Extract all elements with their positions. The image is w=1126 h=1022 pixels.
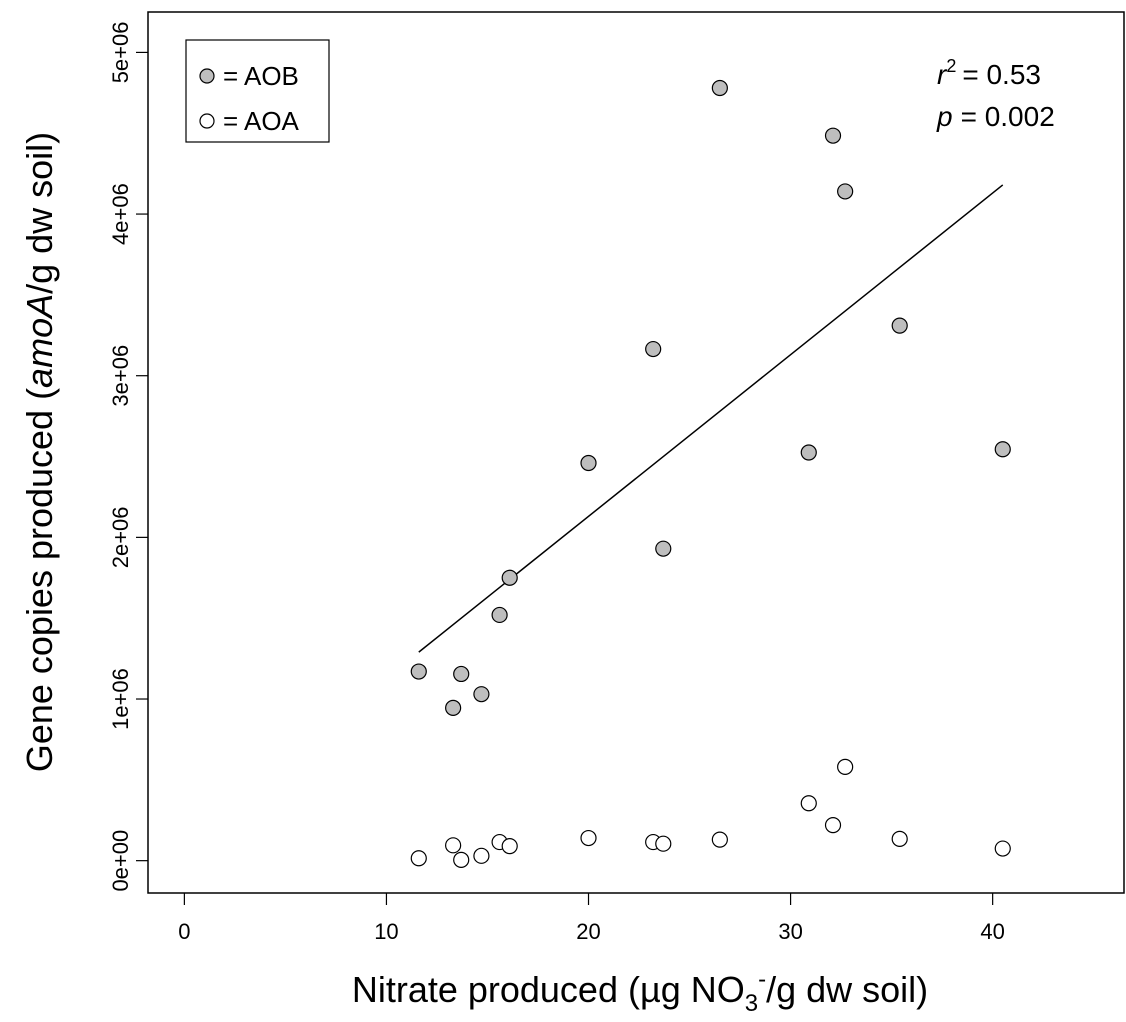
r-value: = 0.53 [962, 59, 1041, 90]
x-tick-label-2: 20 [576, 919, 600, 944]
aob-point-8 [655, 540, 672, 557]
aob-point-4 [491, 606, 508, 624]
aoa-point-6 [580, 829, 597, 847]
x-axis-title-suffix: /g dw soil) [766, 969, 928, 1010]
x-axis-title-sub: 3 [745, 990, 758, 1017]
x-axis: 0 10 20 30 40 [178, 893, 1005, 944]
y-axis-title-prefix: Gene copies produced ( [19, 388, 60, 772]
y-axis-title-suffix: /g dw soil) [19, 132, 60, 294]
aoa-point-3 [473, 847, 490, 864]
aob-point-11 [824, 127, 842, 144]
data-points [410, 79, 1011, 868]
x-axis-title: Nitrate produced (µg NO3-/g dw soil) [352, 966, 928, 1017]
aob-point-3 [473, 686, 490, 703]
legend-marker-aob [199, 68, 215, 84]
y-axis-title-italic: amoA [19, 294, 60, 388]
r-symbol: r [937, 59, 948, 90]
aob-point-5 [501, 569, 518, 586]
aoa-point-14 [994, 840, 1011, 857]
y-tick-label-1: 1e+06 [108, 668, 133, 730]
legend: = AOB = AOA [185, 39, 330, 143]
r-sup: 2 [946, 56, 956, 76]
x-tick-label-0: 0 [178, 919, 190, 944]
p-symbol: p [936, 101, 953, 132]
aob-point-12 [837, 183, 854, 200]
y-tick-label-0: 0e+00 [108, 830, 133, 892]
x-tick-label-3: 30 [778, 919, 802, 944]
y-axis-title: Gene copies produced (amoA/g dw soil) [19, 132, 60, 772]
x-tick-label-4: 40 [980, 919, 1004, 944]
aob-point-2 [453, 665, 470, 683]
aoa-point-2 [453, 851, 470, 868]
p-value-annotation: p = 0.002 [936, 101, 1055, 132]
p-value: = 0.002 [961, 101, 1055, 132]
legend-label-aob: = AOB [223, 61, 299, 91]
aoa-point-10 [800, 795, 817, 812]
x-axis-title-prefix: Nitrate produced (µg NO [352, 969, 745, 1010]
aoa-point-1 [445, 837, 462, 854]
r-squared-annotation: r2 = 0.53 [937, 56, 1041, 90]
y-tick-label-4: 4e+06 [108, 183, 133, 245]
aob-point-7 [645, 340, 662, 358]
aoa-point-0 [410, 850, 427, 867]
aoa-point-5 [501, 838, 518, 855]
aoa-point-8 [655, 835, 672, 852]
y-tick-label-5: 5e+06 [108, 22, 133, 84]
aoa-point-9 [711, 831, 728, 848]
aob-point-6 [580, 454, 597, 472]
aoa-point-11 [824, 817, 842, 834]
aob-point-9 [711, 79, 728, 97]
plot-frame [147, 11, 1125, 894]
y-tick-label-2: 2e+06 [108, 506, 133, 568]
legend-marker-aoa [199, 113, 215, 129]
aob-point-14 [994, 441, 1011, 458]
legend-label-aoa: = AOA [223, 106, 300, 136]
aob-point-10 [800, 444, 817, 461]
x-tick-label-1: 10 [374, 919, 398, 944]
aob-point-1 [445, 699, 462, 717]
aoa-point-12 [837, 758, 854, 776]
x-axis-title-sup: - [758, 966, 766, 993]
aob-point-0 [410, 663, 427, 680]
aob-point-13 [891, 317, 908, 334]
aoa-point-13 [891, 830, 908, 847]
y-tick-label-3: 3e+06 [108, 345, 133, 407]
y-axis: 0e+00 1e+06 2e+06 3e+06 4e+06 5e+06 [108, 22, 148, 892]
